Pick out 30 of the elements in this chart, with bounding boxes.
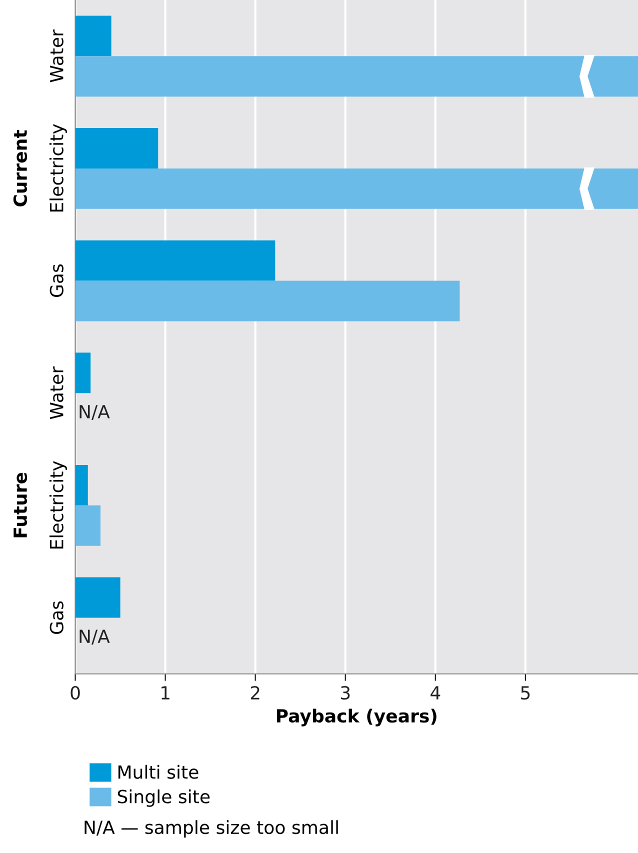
bar bbox=[75, 128, 158, 168]
bar bbox=[75, 280, 460, 322]
bar bbox=[75, 505, 100, 546]
text: N/A — sample size too small bbox=[84, 820, 338, 838]
bar bbox=[75, 16, 112, 56]
y-tick-label: Water bbox=[50, 29, 64, 82]
bar bbox=[75, 56, 638, 97]
legend-label: Single site bbox=[118, 789, 210, 807]
bar bbox=[75, 352, 91, 394]
x-axis-title: Payback (years) bbox=[276, 708, 436, 726]
text: Future bbox=[14, 472, 28, 538]
x-tick-label: 4 bbox=[430, 686, 440, 700]
bar bbox=[75, 577, 120, 618]
y-tick-label: Gas bbox=[50, 601, 64, 634]
x-tick-label: 0 bbox=[70, 686, 80, 700]
y-tick-label: Water bbox=[50, 366, 64, 420]
y-tick-label: Gas bbox=[50, 264, 64, 297]
text: N/A bbox=[80, 405, 110, 420]
x-tick-label: 2 bbox=[250, 686, 260, 700]
y-tick-label: Electricity bbox=[49, 461, 67, 548]
text: N/A bbox=[80, 630, 110, 645]
x-tick-label: 3 bbox=[341, 686, 350, 700]
text: Current bbox=[13, 130, 28, 206]
x-tick-label: 5 bbox=[521, 686, 530, 700]
legend-label: Multi site bbox=[118, 764, 198, 779]
y-tick-label: Electricity bbox=[49, 124, 67, 212]
bar bbox=[75, 464, 88, 506]
bar bbox=[75, 168, 638, 209]
x-tick-label: 1 bbox=[162, 686, 170, 700]
bar bbox=[75, 240, 276, 281]
